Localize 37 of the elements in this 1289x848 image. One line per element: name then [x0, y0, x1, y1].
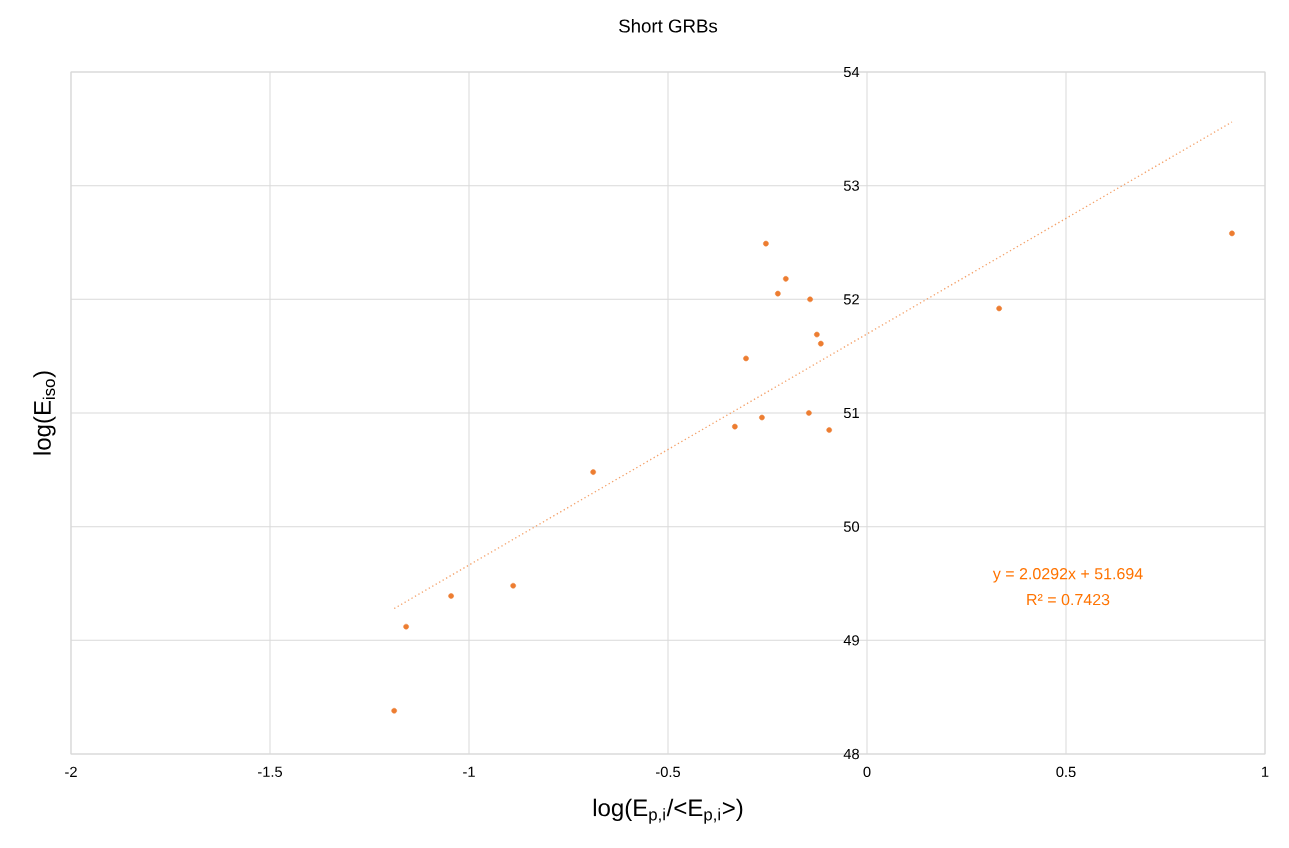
point — [510, 582, 516, 589]
y-tick-label: 54 — [843, 66, 860, 78]
point — [743, 355, 749, 362]
y-tick-label: 51 — [843, 407, 859, 419]
y-tick-label: 53 — [843, 180, 859, 191]
x-tick-label: -2 — [65, 766, 77, 777]
point — [806, 410, 812, 416]
annotation: y = 2.0292x + 51.694 — [992, 568, 1143, 583]
point — [814, 331, 820, 338]
x-tick-label: 0.5 — [1056, 766, 1076, 778]
point — [783, 276, 789, 282]
y-tick-label: 49 — [843, 635, 859, 646]
point — [826, 427, 832, 433]
y-axis-title: log(E$_{iso}$) — [33, 371, 56, 455]
x-tick-label: -1 — [463, 766, 475, 777]
x-tick-label: 1 — [1262, 766, 1269, 777]
point — [763, 240, 769, 247]
y-tick-label: 50 — [843, 521, 860, 532]
point — [403, 623, 409, 630]
x-tick-label: -0.5 — [656, 766, 681, 778]
x-axis-title: log(E$_{p,i}$/<E$_{p,i}$>) — [593, 798, 743, 824]
point — [1229, 230, 1235, 237]
x-tick-label: -1.5 — [258, 766, 283, 777]
point — [590, 469, 596, 475]
point — [391, 707, 397, 714]
y-tick-label: 52 — [843, 294, 859, 305]
y-tick-label: 48 — [843, 748, 859, 760]
point — [807, 296, 813, 303]
annotation: R² = 0.7423 — [1027, 593, 1110, 606]
point — [775, 290, 781, 297]
point — [996, 305, 1002, 312]
point — [448, 593, 454, 599]
x-tick-label: 0 — [863, 766, 871, 778]
chart-title: Short GRBs — [619, 18, 718, 33]
point — [818, 340, 824, 347]
point — [759, 414, 765, 421]
point — [732, 423, 738, 430]
